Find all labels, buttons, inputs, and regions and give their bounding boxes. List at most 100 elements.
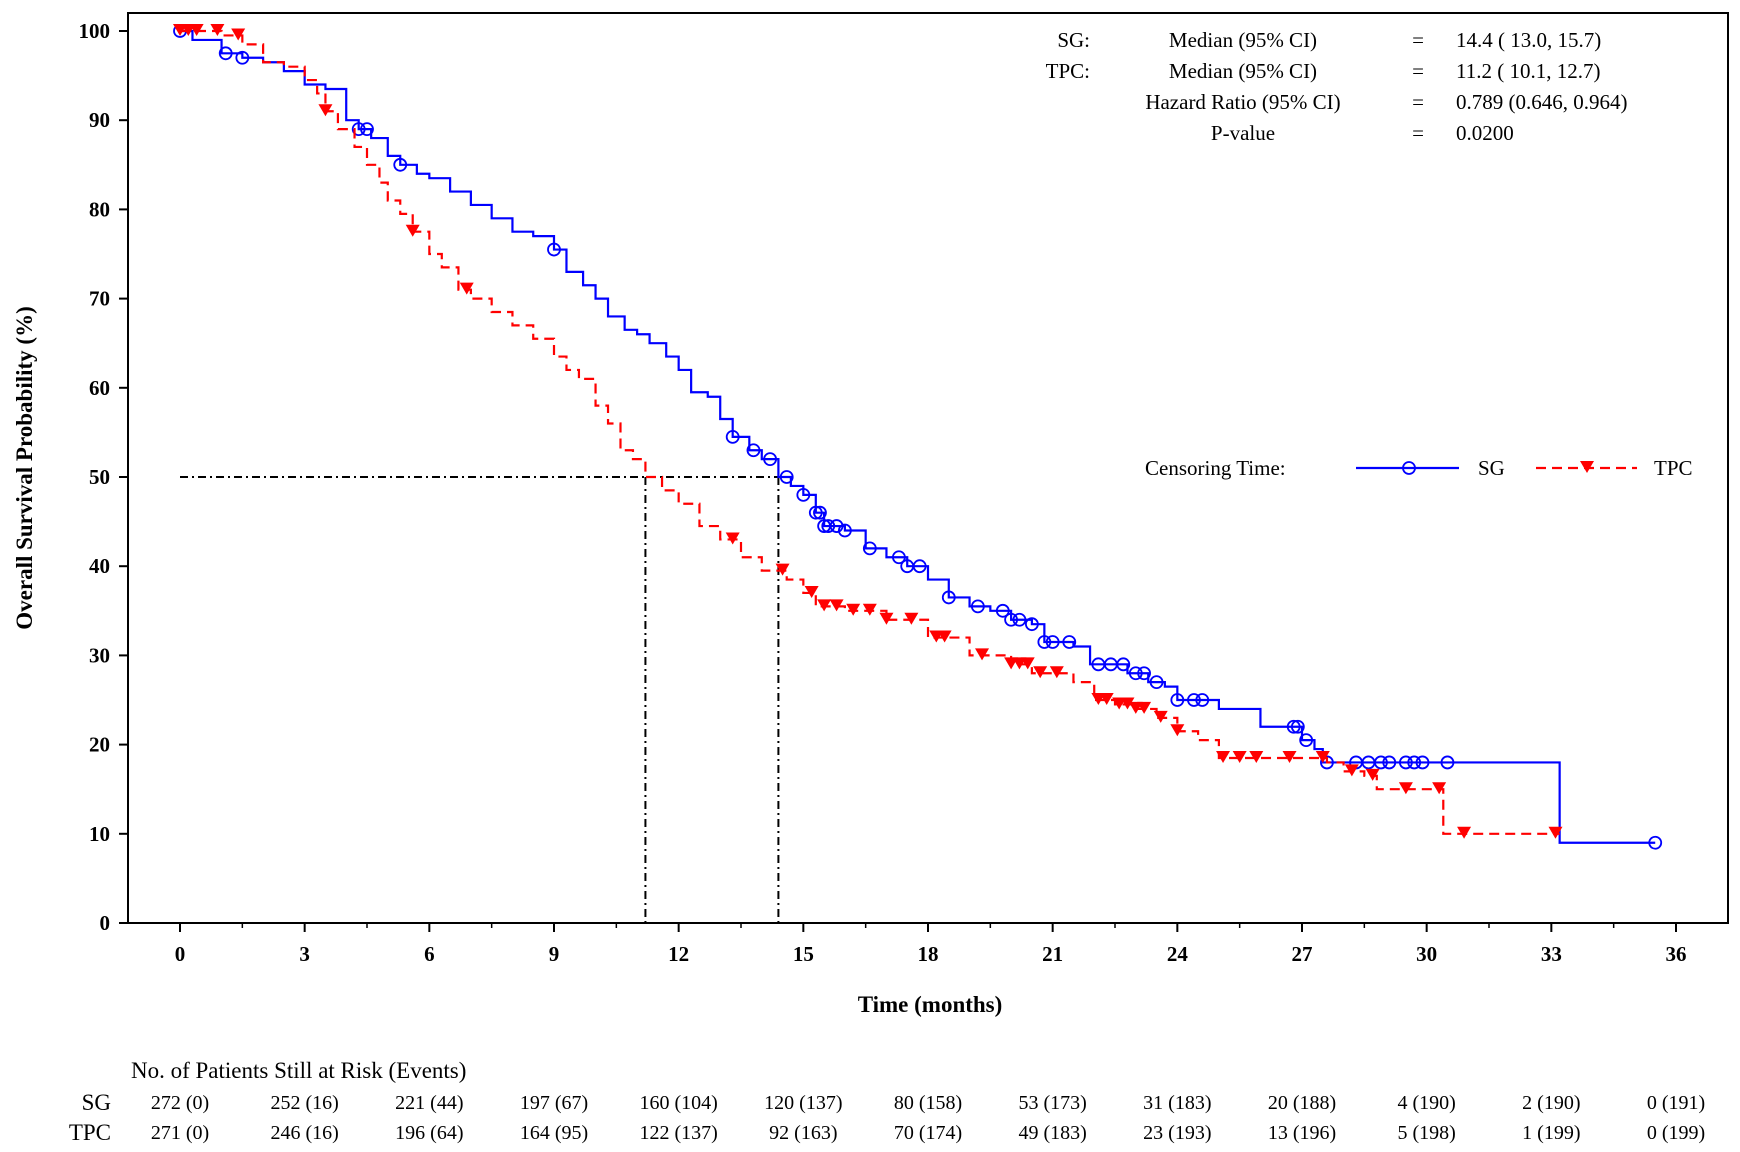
censor-mark-sg: [1320, 755, 1334, 770]
censor-mark-sg: [796, 487, 811, 502]
censor-mark-sg: [1415, 755, 1430, 770]
risk-cell-sg: 221 (44): [395, 1092, 463, 1114]
risk-cell-tpc: 49 (183): [1019, 1122, 1087, 1144]
censor-mark-sg: [1187, 693, 1201, 707]
x-tick-label: 12: [668, 942, 689, 966]
censor-mark-sg: [1382, 755, 1397, 770]
censor-mark-sg: [1004, 612, 1019, 627]
censor-mark-sg: [763, 452, 777, 467]
x-axis-label: Time (months): [858, 992, 1003, 1017]
risk-cell-sg: 160 (104): [640, 1092, 718, 1114]
censor-mark-tpc: [1153, 710, 1168, 723]
censor-mark-sg: [393, 157, 408, 172]
risk-row-label-sg: SG: [82, 1090, 111, 1115]
censor-mark-sg: [1374, 755, 1388, 770]
censor-mark-sg: [1407, 755, 1422, 770]
risk-cell-tpc: 92 (163): [769, 1122, 837, 1144]
stats-equals: =: [1412, 90, 1424, 114]
censor-mark-tpc: [829, 599, 844, 612]
risk-row-label-tpc: TPC: [69, 1120, 111, 1145]
censor-mark-tpc: [1282, 750, 1297, 763]
censor-mark-sg: [821, 519, 836, 533]
risk-cell-sg: 252 (16): [271, 1092, 339, 1114]
y-tick-label: 90: [89, 108, 110, 132]
censor-mark-tpc: [1249, 750, 1264, 763]
stats-value: 11.2 ( 10.1, 12.7): [1456, 59, 1600, 83]
km-curve-sg: [180, 29, 1656, 844]
censor-mark-tpc: [862, 603, 877, 616]
censor-mark-tpc: [318, 104, 333, 117]
censor-mark-tpc: [1398, 782, 1413, 795]
x-tick-label: 33: [1541, 942, 1562, 966]
y-tick-label: 0: [100, 911, 111, 935]
censor-mark-sg: [1398, 755, 1413, 770]
stats-value: 0.789 (0.646, 0.964): [1456, 90, 1628, 114]
censor-mark-tpc: [1049, 666, 1064, 679]
censor-mark-sg: [892, 550, 906, 565]
censor-mark-tpc: [189, 24, 204, 36]
censor-mark-sg: [862, 541, 877, 556]
legend-label-tpc: TPC: [1654, 456, 1693, 480]
censor-mark-tpc: [1315, 750, 1330, 763]
censor-mark-sg: [725, 429, 740, 444]
risk-cell-sg: 0 (191): [1647, 1092, 1705, 1114]
censor-mark-sg: [1037, 635, 1052, 649]
censor-mark-sg: [746, 443, 761, 458]
y-tick-label: 30: [89, 643, 110, 667]
legend-marker-tpc: [1580, 461, 1594, 473]
censor-mark-sg: [1128, 666, 1143, 681]
censor-mark-sg: [1648, 835, 1663, 850]
y-tick-label: 70: [89, 287, 110, 311]
risk-cell-tpc: 13 (196): [1268, 1122, 1336, 1144]
x-tick-label: 18: [918, 942, 939, 966]
censor-mark-tpc: [1170, 724, 1185, 737]
censor-mark-tpc: [1344, 764, 1359, 777]
risk-cell-sg: 53 (173): [1019, 1092, 1087, 1114]
x-tick-label: 36: [1666, 942, 1687, 966]
x-tick-label: 6: [424, 942, 435, 966]
censor-mark-tpc: [210, 24, 225, 36]
censor-mark-tpc: [937, 630, 952, 643]
censor-mark-sg: [1024, 617, 1039, 632]
censor-mark-sg: [1440, 755, 1455, 770]
censor-mark-tpc: [1548, 826, 1563, 839]
censor-mark-tpc: [1216, 750, 1231, 763]
x-tick-label: 21: [1042, 942, 1063, 966]
risk-cell-tpc: 271 (0): [151, 1122, 209, 1144]
censor-mark-tpc: [1020, 657, 1035, 670]
censor-mark-sg: [1290, 719, 1305, 734]
x-tick-label: 9: [549, 942, 560, 966]
censor-mark-tpc: [1232, 750, 1247, 763]
censor-mark-sg: [360, 122, 374, 137]
stats-equals: =: [1412, 59, 1424, 83]
censor-mark-sg: [1286, 719, 1301, 734]
censor-mark-sg: [1012, 612, 1027, 627]
legend-title: Censoring Time:: [1145, 456, 1286, 480]
censor-mark-tpc: [231, 28, 246, 41]
risk-cell-sg: 120 (137): [764, 1092, 842, 1114]
stats-group: SG:: [1057, 28, 1090, 52]
risk-cell-tpc: 0 (199): [1647, 1122, 1705, 1144]
censor-mark-tpc: [846, 603, 861, 616]
risk-cell-sg: 31 (183): [1143, 1092, 1211, 1114]
risk-cell-tpc: 122 (137): [640, 1122, 718, 1144]
legend-marker-sg: [1402, 461, 1416, 475]
stats-value: 0.0200: [1456, 121, 1514, 145]
stats-equals: =: [1412, 28, 1424, 52]
x-tick-label: 0: [175, 942, 186, 966]
censor-mark-sg: [1062, 635, 1077, 649]
censor-mark-sg: [1137, 666, 1151, 681]
x-tick-label: 30: [1416, 942, 1437, 966]
risk-cell-tpc: 1 (199): [1522, 1122, 1580, 1144]
risk-cell-sg: 20 (188): [1268, 1092, 1336, 1114]
stats-label: Hazard Ratio (95% CI): [1145, 90, 1340, 114]
risk-cell-sg: 4 (190): [1398, 1092, 1456, 1114]
risk-cell-sg: 272 (0): [151, 1092, 209, 1114]
risk-cell-sg: 2 (190): [1522, 1092, 1580, 1114]
x-tick-label: 3: [299, 942, 310, 966]
censor-mark-sg: [995, 603, 1010, 618]
censor-mark-sg: [941, 590, 956, 605]
stats-label: Median (95% CI): [1169, 59, 1317, 83]
censor-mark-sg: [1045, 635, 1060, 649]
